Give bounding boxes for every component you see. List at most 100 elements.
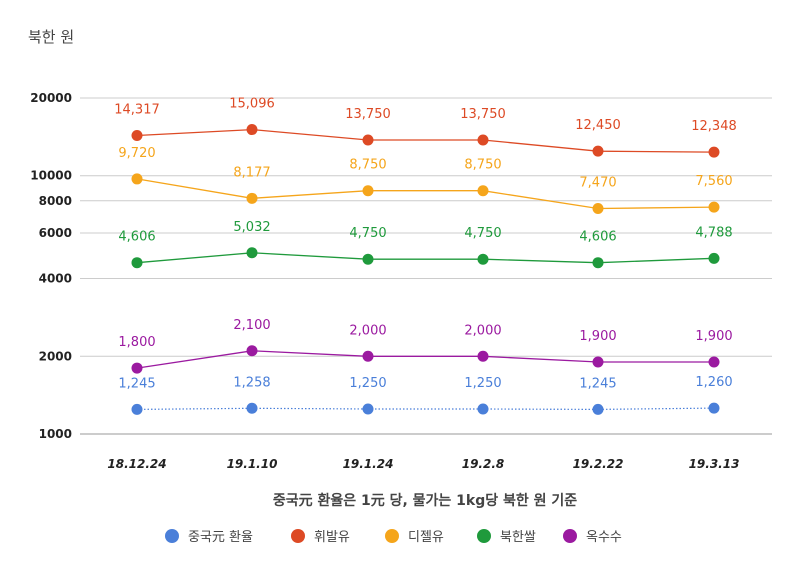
data-point xyxy=(708,146,720,158)
data-label: 2,100 xyxy=(233,318,270,333)
data-label: 1,250 xyxy=(349,376,386,391)
data-point xyxy=(131,257,143,269)
data-point xyxy=(131,129,143,141)
data-label: 1,260 xyxy=(695,375,732,390)
data-point xyxy=(131,362,143,374)
series-line xyxy=(136,178,715,210)
data-label: 1,900 xyxy=(695,329,732,344)
data-point xyxy=(246,345,258,357)
data-label: 12,348 xyxy=(691,119,737,134)
x-tick-label: 19.3.13 xyxy=(689,457,740,471)
data-label: 8,750 xyxy=(349,158,386,173)
data-label: 1,900 xyxy=(579,329,616,344)
data-label: 4,750 xyxy=(464,226,501,241)
y-axis-ticks: 1000 2000 4000 6000 8000 10000 20000 xyxy=(30,91,72,441)
data-point xyxy=(362,350,374,362)
data-label: 7,560 xyxy=(695,174,732,189)
data-label: 5,032 xyxy=(233,220,270,235)
legend-label: 북한쌀 xyxy=(500,530,536,545)
data-point xyxy=(592,403,604,415)
data-label: 8,750 xyxy=(464,158,501,173)
y-tick-label: 2000 xyxy=(39,349,72,363)
data-point xyxy=(477,403,489,415)
series-3 xyxy=(131,173,720,214)
data-point xyxy=(708,402,720,414)
y-tick-label: 6000 xyxy=(39,226,72,240)
data-label: 1,250 xyxy=(464,376,501,391)
data-point xyxy=(592,257,604,269)
data-label: 4,788 xyxy=(695,225,732,240)
series-line xyxy=(136,350,714,369)
series-line xyxy=(136,128,715,153)
gridlines xyxy=(80,97,772,435)
data-point xyxy=(477,185,489,197)
series-5 xyxy=(131,345,720,374)
data-point xyxy=(708,201,720,213)
series-2 xyxy=(131,124,720,158)
legend-item: 북한쌀 xyxy=(477,529,536,545)
data-point xyxy=(246,247,258,259)
data-label: 8,177 xyxy=(233,165,270,180)
data-labels: 1,245 1,258 1,250 1,250 1,245 1,260 14,317 15,0… xyxy=(114,97,737,392)
data-point xyxy=(477,134,489,146)
data-label: 12,450 xyxy=(575,118,621,133)
data-label: 2,000 xyxy=(464,323,501,338)
legend-item: 중국元 환율 xyxy=(165,529,253,545)
data-point xyxy=(592,202,604,214)
y-axis-title: 북한 원 xyxy=(28,28,74,46)
x-tick-label: 19.1.10 xyxy=(227,457,278,471)
data-label: 4,606 xyxy=(118,230,155,245)
data-label: 13,750 xyxy=(460,107,506,122)
data-point xyxy=(246,402,258,414)
legend-label: 휘발유 xyxy=(314,530,350,545)
data-point xyxy=(362,403,374,415)
x-tick-label: 19.2.22 xyxy=(573,457,624,471)
x-tick-label: 18.12.24 xyxy=(107,457,166,471)
data-point xyxy=(246,124,258,136)
data-point xyxy=(477,350,489,362)
x-axis-title: 중국元 환율은 1元 당, 물가는 1kg당 북한 원 기준 xyxy=(273,492,577,509)
legend-marker xyxy=(291,529,305,543)
data-point xyxy=(708,356,720,368)
data-label: 14,317 xyxy=(114,102,160,117)
legend-marker xyxy=(385,529,399,543)
data-point xyxy=(592,145,604,157)
series-line xyxy=(136,407,715,411)
data-label: 7,470 xyxy=(579,175,616,190)
data-point xyxy=(131,173,143,185)
data-point xyxy=(246,192,258,204)
data-point xyxy=(131,403,143,415)
data-point xyxy=(477,253,489,265)
legend-marker xyxy=(165,529,179,543)
x-axis-ticks: 18.12.24 19.1.10 19.1.24 19.2.8 19.2.22 19.3.… xyxy=(107,457,739,471)
data-point xyxy=(592,356,604,368)
legend-item: 휘발유 xyxy=(291,529,350,545)
legend-item: 옥수수 xyxy=(563,529,622,545)
data-label: 1,258 xyxy=(233,375,270,390)
y-tick-label: 8000 xyxy=(39,194,72,208)
data-label: 1,245 xyxy=(118,376,155,391)
x-tick-label: 19.2.8 xyxy=(462,457,505,471)
y-tick-label: 1000 xyxy=(39,427,72,441)
legend-label: 옥수수 xyxy=(586,530,622,545)
series-line xyxy=(136,252,715,264)
series-4 xyxy=(131,247,720,269)
y-tick-label: 20000 xyxy=(30,91,72,105)
y-tick-label: 4000 xyxy=(39,272,72,286)
data-label: 2,000 xyxy=(349,323,386,338)
data-label: 1,245 xyxy=(579,376,616,391)
data-label: 4,606 xyxy=(579,230,616,245)
data-label: 15,096 xyxy=(229,97,275,112)
data-point xyxy=(362,253,374,265)
legend-marker xyxy=(563,529,577,543)
data-point xyxy=(708,252,720,264)
data-label: 13,750 xyxy=(345,107,391,122)
series-1 xyxy=(131,402,720,415)
series-group xyxy=(131,124,720,415)
y-tick-label: 10000 xyxy=(30,169,72,183)
legend-label: 중국元 환율 xyxy=(188,530,253,545)
legend-marker xyxy=(477,529,491,543)
data-point xyxy=(362,134,374,146)
